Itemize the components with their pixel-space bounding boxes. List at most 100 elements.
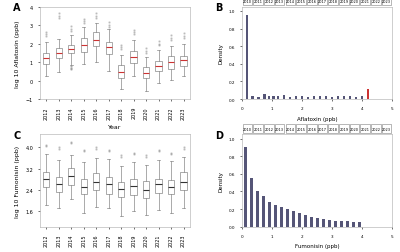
Bar xyxy=(313,97,315,100)
Bar xyxy=(343,97,345,100)
PathPatch shape xyxy=(180,57,187,67)
Bar xyxy=(334,221,336,227)
Bar xyxy=(304,215,307,227)
PathPatch shape xyxy=(43,172,49,187)
Point xyxy=(168,152,174,156)
Bar xyxy=(292,211,295,227)
Point xyxy=(143,155,149,159)
Point xyxy=(130,31,137,35)
Bar xyxy=(352,223,354,227)
Bar xyxy=(346,222,348,227)
Point xyxy=(43,143,50,147)
Point xyxy=(118,154,124,158)
Bar xyxy=(283,95,285,100)
PathPatch shape xyxy=(143,182,149,198)
Point xyxy=(118,155,124,159)
Bar xyxy=(322,219,324,227)
X-axis label: Aflatoxin (ppb): Aflatoxin (ppb) xyxy=(297,116,338,121)
Bar xyxy=(274,205,277,227)
Bar xyxy=(367,89,369,100)
Point xyxy=(168,151,174,155)
Point xyxy=(68,25,74,29)
Point xyxy=(80,22,87,26)
Y-axis label: log 10 Aflatoxin (ppb): log 10 Aflatoxin (ppb) xyxy=(15,20,20,87)
Point xyxy=(130,33,137,37)
Bar xyxy=(349,96,351,100)
Point xyxy=(180,37,187,41)
Point xyxy=(80,18,87,22)
Bar xyxy=(262,196,265,227)
Point xyxy=(143,47,149,51)
PathPatch shape xyxy=(68,46,74,54)
Bar xyxy=(358,223,360,227)
Text: A: A xyxy=(13,3,20,13)
Point xyxy=(43,33,50,37)
Point xyxy=(143,52,149,56)
Point xyxy=(68,142,74,146)
Bar xyxy=(337,97,339,100)
Bar xyxy=(244,148,247,227)
Bar xyxy=(355,98,357,100)
Bar xyxy=(280,207,283,227)
PathPatch shape xyxy=(118,182,124,197)
Point xyxy=(155,148,162,152)
Point xyxy=(93,17,99,21)
Point xyxy=(130,151,137,155)
Point xyxy=(93,147,99,151)
Text: D: D xyxy=(215,130,223,140)
Bar xyxy=(268,97,270,100)
Bar xyxy=(316,218,319,227)
Bar xyxy=(361,97,363,100)
Point xyxy=(56,17,62,21)
Point xyxy=(130,28,137,33)
Point xyxy=(43,144,50,148)
PathPatch shape xyxy=(68,169,74,185)
Bar xyxy=(264,94,266,100)
Point xyxy=(180,35,187,39)
Bar xyxy=(307,98,309,100)
Bar xyxy=(286,209,289,227)
Point xyxy=(56,146,62,150)
Y-axis label: log 10 Fumonisin (ppb): log 10 Fumonisin (ppb) xyxy=(15,145,20,217)
Point xyxy=(180,146,187,150)
Point xyxy=(80,150,87,154)
Point xyxy=(118,46,124,50)
Point xyxy=(106,150,112,154)
Text: C: C xyxy=(13,130,20,140)
Bar xyxy=(250,179,253,227)
X-axis label: Year: Year xyxy=(108,124,122,130)
PathPatch shape xyxy=(43,54,49,65)
PathPatch shape xyxy=(168,57,174,70)
PathPatch shape xyxy=(168,181,174,194)
Bar xyxy=(289,98,291,100)
Point xyxy=(56,15,62,19)
Point xyxy=(118,43,124,47)
Point xyxy=(106,21,112,25)
PathPatch shape xyxy=(118,66,124,79)
PathPatch shape xyxy=(106,177,112,194)
Point xyxy=(155,42,162,46)
PathPatch shape xyxy=(130,179,137,195)
PathPatch shape xyxy=(143,68,149,79)
Bar xyxy=(301,97,303,100)
Bar xyxy=(295,96,297,100)
Point xyxy=(43,30,50,35)
Point xyxy=(143,50,149,54)
Point xyxy=(155,150,162,154)
Point xyxy=(143,154,149,158)
Bar xyxy=(258,98,260,100)
Point xyxy=(155,44,162,48)
Bar xyxy=(325,96,327,100)
Bar xyxy=(319,97,321,100)
Point xyxy=(56,12,62,16)
Y-axis label: Density: Density xyxy=(218,43,223,64)
Point xyxy=(68,141,74,145)
PathPatch shape xyxy=(93,33,99,47)
Bar xyxy=(256,192,259,227)
Bar xyxy=(340,222,342,227)
PathPatch shape xyxy=(56,177,62,193)
Point xyxy=(180,147,187,151)
Point xyxy=(43,35,50,39)
Bar xyxy=(277,97,279,100)
Point xyxy=(168,37,174,41)
